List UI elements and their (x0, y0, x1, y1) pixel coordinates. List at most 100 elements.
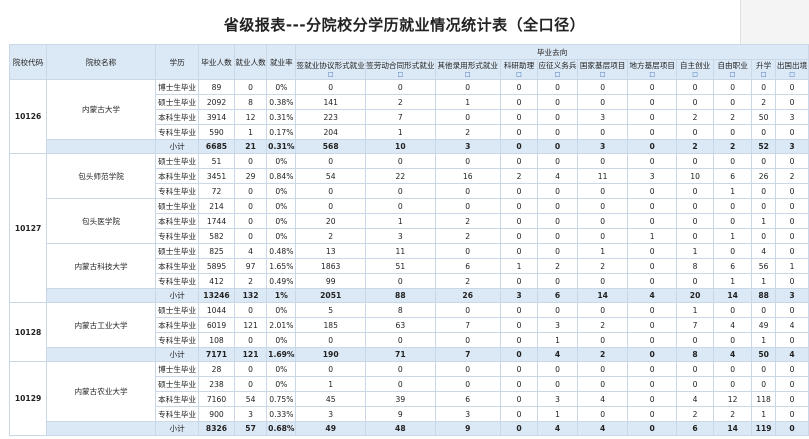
value-cell: 214 (198, 198, 235, 214)
value-cell: 0% (266, 302, 297, 318)
value-cell: 3 (434, 406, 501, 422)
value-cell: 0 (676, 94, 715, 110)
value-cell: 2 (676, 109, 715, 125)
value-cell: 0 (676, 376, 715, 392)
value-cell: 0 (434, 302, 501, 318)
col-header-dest-label: 自主创业 (679, 60, 711, 70)
value-cell: 0.49% (266, 273, 297, 289)
subtotal-value: 6 (537, 288, 578, 303)
value-cell: 0 (499, 79, 539, 95)
value-cell: 0 (627, 109, 678, 125)
value-cell: 51 (365, 258, 436, 274)
degree-cell: 专科生毕业 (154, 183, 200, 199)
col-header-dest-9[interactable]: 升学 □ (751, 59, 777, 80)
subtotal-value: 1.69% (266, 347, 297, 362)
institution-code: 10127 (8, 153, 48, 303)
col-header-dest-8[interactable]: 自由职业 □ (713, 59, 753, 80)
sort-icon[interactable]: □ (516, 70, 522, 78)
value-cell: 825 (198, 243, 235, 259)
degree-cell: 博士生毕业 (154, 79, 200, 95)
subtotal-value: 0.31% (266, 139, 297, 154)
col-header-dest-6[interactable]: 地方基层项目 □ (627, 59, 678, 80)
value-cell: 0 (713, 332, 753, 348)
subtotal-value: 3 (576, 139, 629, 154)
value-cell: 6 (713, 168, 753, 184)
value-cell: 3 (537, 391, 578, 407)
value-cell: 2 (434, 124, 501, 140)
value-cell: 0 (576, 361, 629, 377)
value-cell: 0 (434, 376, 501, 392)
value-cell: 6019 (198, 317, 235, 333)
subtotal-value: 4 (775, 347, 809, 362)
subtotal-value: 1% (266, 288, 297, 303)
subtotal-value: 4 (537, 347, 578, 362)
value-cell: 900 (198, 406, 235, 422)
col-header-dest-10[interactable]: 出国出境 □ (775, 59, 809, 80)
col-header-dest-1[interactable]: 签劳动合同形式就业 □ (365, 59, 436, 80)
value-cell: 0 (537, 198, 578, 214)
col-header-dest-0[interactable]: 签就业协议形式就业 □ (295, 59, 367, 80)
value-cell: 0 (713, 376, 753, 392)
table-row: 10127 包头师范学院 硕士生毕业 51 0 0% 0 0 0 0 0 0 0 0 0 0 0 (8, 153, 809, 303)
value-cell: 8 (676, 258, 715, 274)
value-cell: 0 (775, 124, 809, 140)
subtotal-value: 14 (713, 288, 753, 303)
value-cell: 0 (627, 198, 678, 214)
value-cell: 0 (434, 198, 501, 214)
value-cell: 108 (198, 332, 235, 348)
degree-cell: 本科生毕业 (154, 213, 200, 229)
value-cell: 0 (627, 406, 678, 422)
subtotal-value: 119 (751, 421, 777, 436)
value-cell: 7 (434, 317, 501, 333)
value-cell: 0 (775, 302, 809, 318)
subtotal-blank (46, 139, 156, 154)
value-cell: 1 (751, 273, 777, 289)
table-row: 本科生毕业 5895 97 1.65% 1863 51 6 1 2 2 0 8 6 56 1 (10, 258, 809, 274)
col-header-dest-5[interactable]: 国家基层项目 □ (576, 59, 629, 80)
table-row: 10126 内蒙古大学 博士生毕业 89 0 0% 0 0 0 0 0 0 0 0 0 0 0 (8, 79, 809, 154)
sort-icon[interactable]: □ (327, 70, 334, 78)
sort-icon[interactable]: □ (599, 70, 606, 78)
value-cell: 0.17% (266, 124, 297, 140)
value-cell: 0 (576, 94, 629, 110)
sort-icon[interactable]: □ (729, 70, 736, 78)
value-cell: 0 (775, 213, 809, 229)
subtotal-label: 小计 (154, 347, 200, 362)
report-title: 省级报表---分院校分学历就业情况统计表（全口径） (223, 16, 586, 34)
sort-icon[interactable]: □ (397, 70, 404, 78)
sort-icon[interactable]: □ (554, 70, 561, 78)
col-header-dest-7[interactable]: 自主创业 □ (676, 59, 715, 80)
subtotal-value: 3 (775, 288, 809, 303)
col-header-dest-label: 签就业协议形式就业 (296, 60, 365, 70)
subtotal-value: 4 (713, 347, 753, 362)
value-cell: 2 (233, 273, 268, 289)
value-cell: 0% (266, 332, 297, 348)
value-cell: 0 (627, 94, 678, 110)
sort-icon[interactable]: □ (464, 70, 471, 78)
value-cell: 0 (713, 79, 753, 95)
value-cell: 28 (198, 361, 235, 377)
sort-icon[interactable]: □ (760, 70, 767, 78)
col-header-dest-3[interactable]: 科研助理 □ (499, 59, 539, 80)
value-cell: 0.84% (266, 168, 297, 184)
degree-cell: 专科生毕业 (154, 332, 200, 348)
value-cell: 1.65% (266, 258, 297, 274)
value-cell: 0 (537, 213, 578, 229)
value-cell: 54 (295, 168, 367, 184)
col-header-dest-4[interactable]: 应征义务兵 □ (537, 59, 578, 80)
col-header-dest-label: 签劳动合同形式就业 (366, 60, 435, 70)
value-cell: 0.48% (266, 243, 297, 259)
sort-icon[interactable]: □ (789, 70, 795, 78)
value-cell: 3451 (198, 168, 235, 184)
subtotal-value: 71 (365, 347, 436, 362)
value-cell: 4 (233, 243, 268, 259)
col-header-dest-label: 国家基层项目 (579, 60, 626, 70)
degree-cell: 硕士生毕业 (154, 153, 200, 169)
table-row: 本科生毕业 7160 54 0.75% 45 39 6 0 3 4 0 4 12 118 0 (10, 391, 809, 407)
value-cell: 20 (295, 213, 367, 229)
subtotal-row: 小计 6685 21 0.31% 568 10 3 0 0 3 0 2 2 52 3 (10, 139, 809, 154)
col-header-dest-2[interactable]: 其他录用形式就业 □ (434, 59, 501, 80)
sort-icon[interactable]: □ (649, 70, 656, 78)
sort-icon[interactable]: □ (692, 70, 698, 78)
value-cell: 3 (365, 228, 436, 244)
